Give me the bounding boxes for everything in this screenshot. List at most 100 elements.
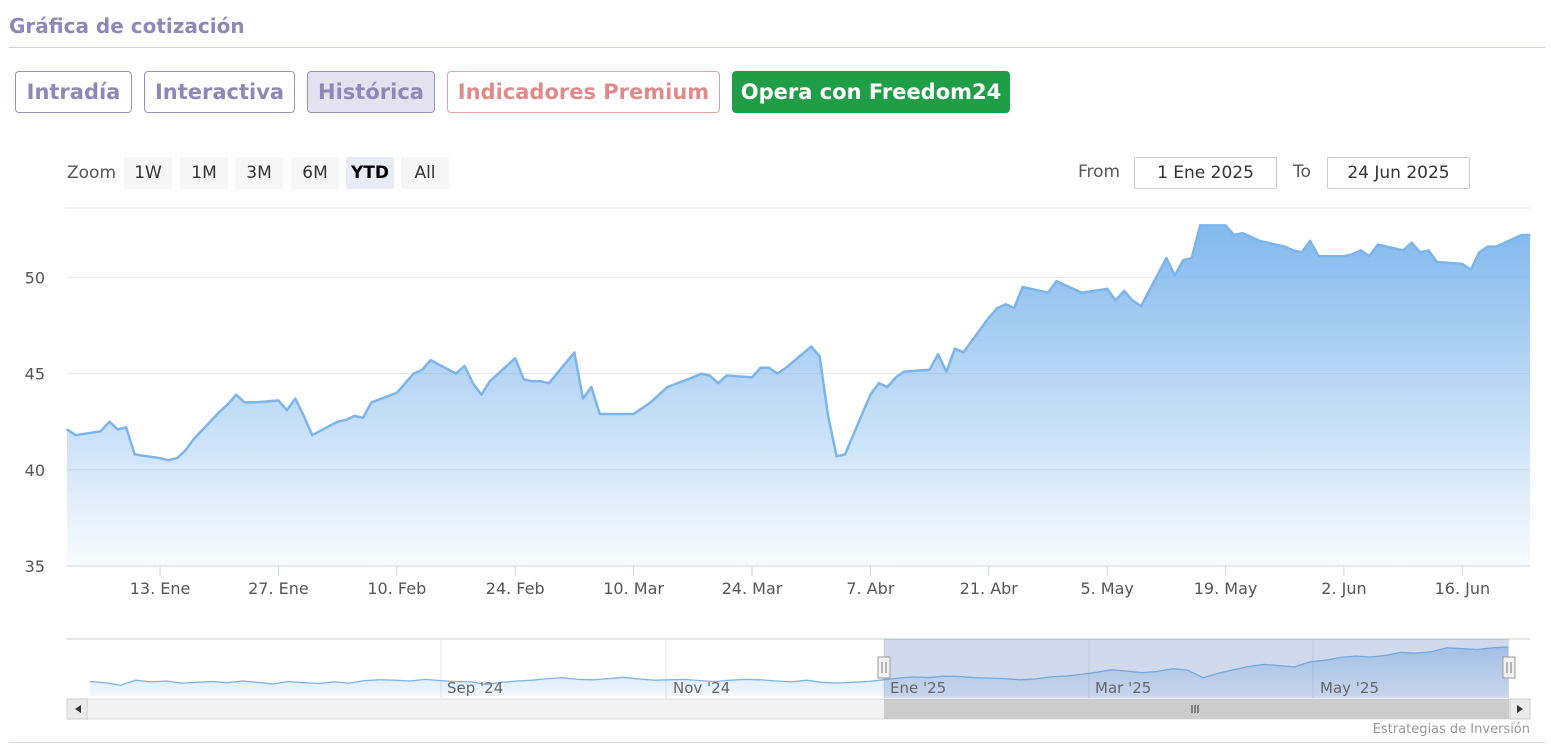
data-point — [1140, 305, 1142, 308]
data-point — [336, 420, 339, 423]
data-point — [996, 307, 998, 309]
data-point — [751, 376, 753, 379]
series-line — [66, 224, 1530, 462]
data-point — [1520, 234, 1523, 236]
navigator-left-handle[interactable] — [877, 656, 891, 679]
data-point — [937, 353, 939, 356]
x-tick-label: 24. Mar — [722, 579, 783, 598]
data-point — [159, 457, 161, 460]
data-point — [184, 449, 187, 452]
data-point — [1072, 288, 1075, 290]
opera-freedom24-button[interactable]: Opera con Freedom24 — [732, 71, 1010, 113]
zoom-1w-button[interactable]: 1W — [124, 157, 172, 189]
data-point — [1486, 245, 1489, 248]
navigator-x-label: May '25 — [1320, 679, 1379, 697]
data-point — [125, 426, 127, 429]
data-point — [1165, 257, 1168, 259]
data-point — [632, 413, 635, 415]
data-point — [1047, 291, 1049, 294]
data-point — [827, 415, 829, 417]
data-point — [421, 368, 424, 371]
scrollbar-grip-icon — [1191, 705, 1199, 713]
data-point — [590, 386, 593, 388]
data-point — [1123, 290, 1125, 292]
data-point — [1343, 255, 1345, 257]
zoom-all-button[interactable]: All — [401, 157, 449, 189]
arrow-left-icon — [75, 705, 81, 713]
data-point — [1377, 243, 1379, 246]
tab-interactiva[interactable]: Interactiva — [144, 71, 295, 113]
y-tick-label: 45 — [25, 365, 45, 384]
data-point — [1495, 245, 1497, 248]
navigator-right-handle[interactable] — [1502, 656, 1516, 679]
zoom-6m-button[interactable]: 6M — [291, 157, 339, 189]
navigator-x-label: Mar '25 — [1095, 679, 1151, 697]
data-point — [725, 374, 728, 377]
navigator-x-label: Nov '24 — [673, 679, 730, 697]
data-point — [489, 380, 491, 383]
from-date-input[interactable]: 1 Ene 2025 — [1134, 157, 1277, 189]
zoom-1m-button[interactable]: 1M — [180, 157, 228, 189]
data-point — [548, 382, 550, 385]
data-point — [1427, 249, 1430, 252]
data-point — [353, 415, 356, 417]
data-point — [962, 351, 965, 354]
data-point — [303, 415, 305, 417]
data-point — [412, 372, 415, 375]
data-point — [1258, 240, 1261, 242]
data-point — [404, 382, 407, 385]
tab-indicadores-premium[interactable]: Indicadores Premium — [447, 71, 720, 113]
data-point — [928, 368, 931, 371]
tab-historica[interactable]: Histórica — [307, 71, 435, 113]
zoom-3m-button[interactable]: 3M — [235, 157, 283, 189]
x-tick-label: 13. Ene — [130, 579, 191, 598]
data-point — [835, 455, 838, 458]
data-point — [1081, 291, 1083, 294]
data-point — [878, 382, 880, 385]
data-point — [1250, 236, 1252, 238]
x-tick-label: 16. Jun — [1435, 579, 1491, 598]
data-point — [345, 419, 347, 421]
series-area-fill — [67, 225, 1530, 566]
data-point — [1317, 255, 1320, 257]
section-title: Gráfica de cotización — [9, 14, 245, 38]
data-point — [277, 399, 280, 402]
scrollbar-thumb — [884, 699, 1509, 719]
data-point — [1106, 288, 1108, 290]
data-point — [1114, 299, 1117, 302]
data-point — [1004, 303, 1007, 306]
data-point — [649, 401, 652, 404]
data-point — [988, 317, 990, 319]
x-tick-label: 10. Feb — [367, 579, 426, 598]
navigator: Sep '24 Nov '24 Ene '25 Mar '25 May '25 — [67, 638, 1530, 698]
data-point — [1199, 224, 1201, 227]
data-point — [116, 428, 119, 431]
data-point — [167, 459, 170, 462]
x-tick-label: 2. Jun — [1321, 579, 1366, 598]
chart-credits[interactable]: Estrategias de Inversión — [1372, 722, 1530, 737]
data-point — [582, 397, 584, 400]
data-point — [1190, 257, 1193, 259]
data-point — [480, 393, 483, 396]
x-tick-label: 10. Mar — [603, 579, 664, 598]
data-point — [945, 370, 948, 373]
arrow-right-icon — [1517, 705, 1523, 713]
tab-intradia[interactable]: Intradía — [15, 71, 132, 113]
data-point — [243, 401, 246, 404]
data-point — [1013, 307, 1015, 309]
navigator-x-label: Ene '25 — [890, 679, 946, 697]
data-point — [768, 367, 770, 369]
data-point — [1470, 268, 1472, 271]
to-date-input[interactable]: 24 Jun 2025 — [1327, 157, 1470, 189]
data-point — [599, 413, 601, 415]
data-point — [1351, 253, 1354, 256]
navigator-selected-range — [884, 639, 1509, 698]
zoom-ytd-button[interactable]: YTD — [346, 157, 394, 189]
data-point — [759, 367, 762, 369]
data-point — [294, 397, 297, 400]
data-point — [286, 409, 288, 411]
data-point — [1410, 241, 1413, 244]
scrollbar[interactable] — [66, 698, 1531, 720]
data-point — [193, 438, 195, 440]
